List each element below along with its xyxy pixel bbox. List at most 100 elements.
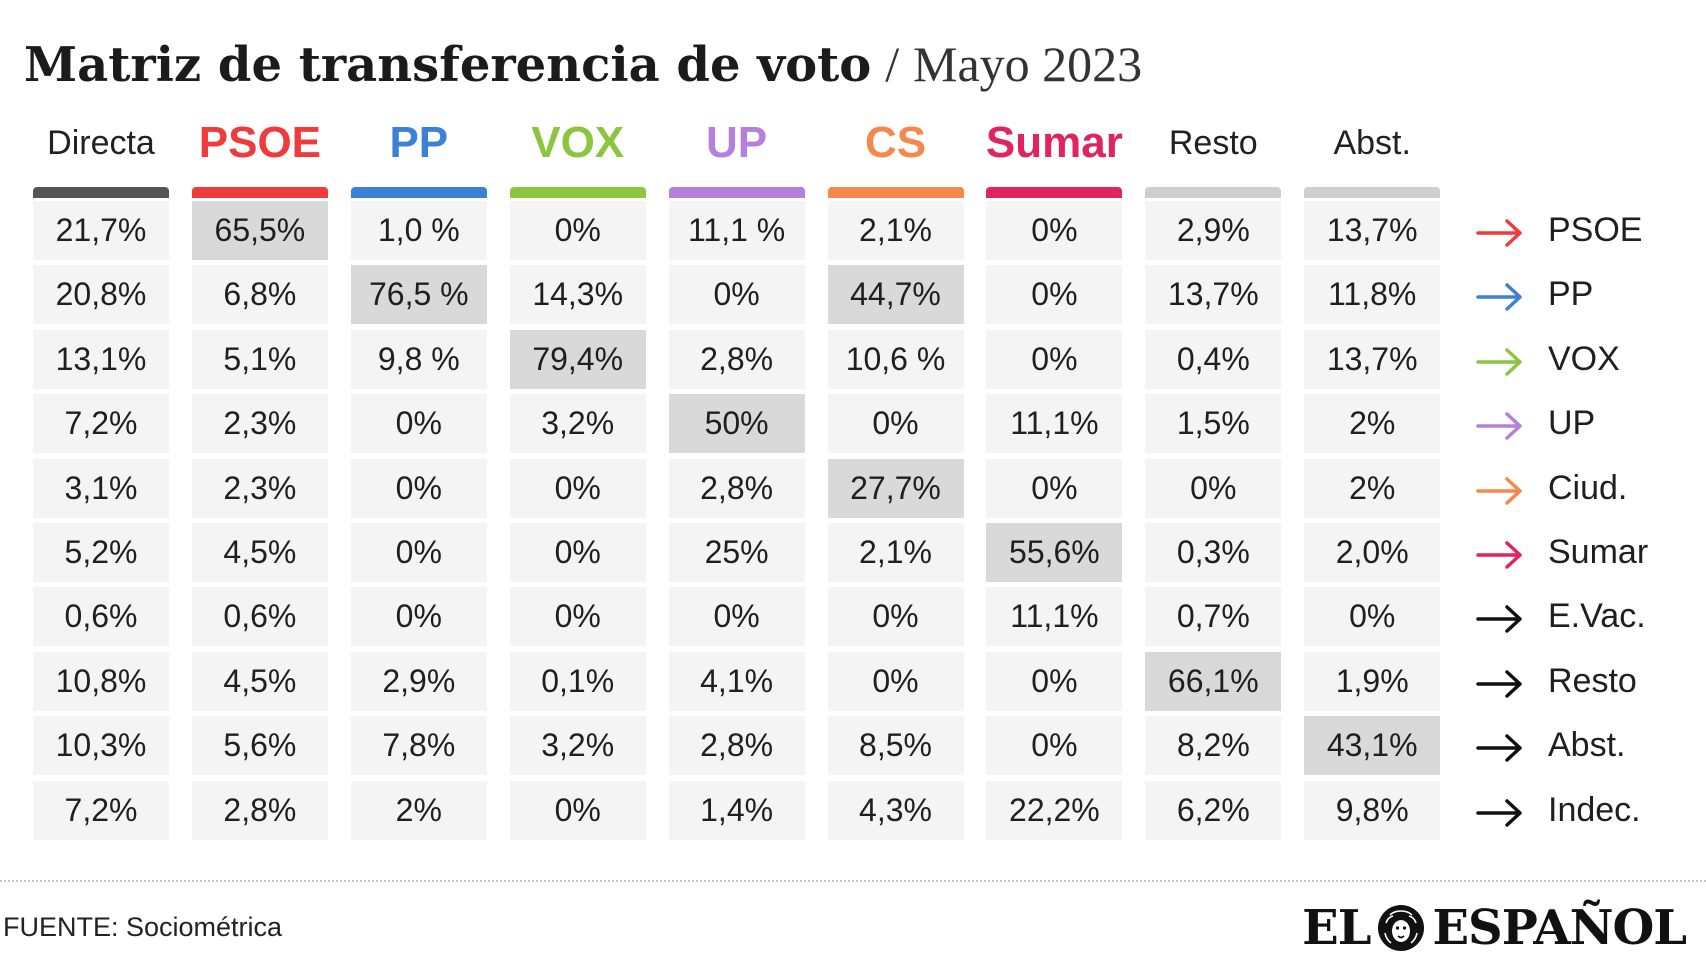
row-label: PP: [1548, 275, 1594, 314]
matrix-cell: 7,2%: [33, 780, 169, 840]
matrix-cell: 9,8 %: [350, 329, 487, 389]
matrix-cell: 21,7%: [33, 201, 169, 260]
matrix-cell: 2,8%: [191, 780, 328, 840]
row-label: PSOE: [1548, 211, 1643, 249]
brand-logo: EL ESPAÑOL: [1302, 900, 1687, 956]
matrix-cell: 8,2%: [1145, 716, 1282, 776]
column-header-directa: Directa: [47, 124, 155, 162]
matrix-cell: 0%: [827, 651, 964, 711]
source-note: FUENTE: Sociométrica: [3, 912, 283, 942]
matrix-cell: 11,1%: [986, 587, 1123, 647]
matrix-cell: 4,1%: [668, 651, 805, 711]
column-color-bar: [827, 187, 964, 198]
matrix-cell: 0%: [827, 394, 964, 454]
matrix-cell: 10,8%: [33, 651, 169, 711]
matrix-cell: 0,4%: [1145, 329, 1282, 389]
matrix-cell: 0%: [986, 716, 1123, 776]
column-header-abst: Abst.: [1333, 124, 1411, 162]
brand-word-el: EL: [1302, 900, 1371, 956]
matrix-cell: 66,1%: [1145, 651, 1282, 711]
matrix-cell: 0,1%: [509, 651, 646, 711]
column-header-pp: PP: [389, 118, 449, 167]
matrix-cell: 43,1%: [1304, 716, 1441, 776]
matrix-cell: 0%: [350, 458, 487, 518]
matrix-cell: 0%: [986, 201, 1123, 260]
matrix-cell: 2%: [350, 780, 487, 840]
matrix-cell: 2,3%: [191, 394, 328, 454]
matrix-cell: 0%: [350, 394, 487, 454]
matrix-cell: 5,6%: [191, 716, 328, 776]
matrix-cell: 6,8%: [191, 265, 328, 325]
matrix-cell: 7,8%: [350, 716, 487, 776]
matrix-cell: 0%: [509, 780, 646, 840]
row-label: Abst.: [1548, 726, 1626, 765]
matrix-cell: 0,7%: [1145, 587, 1282, 647]
matrix-cell: 13,7%: [1145, 265, 1282, 325]
matrix-cell: 6,2%: [1145, 780, 1282, 840]
matrix-cell: 11,8%: [1304, 265, 1441, 325]
matrix-cell: 0%: [1145, 458, 1282, 518]
matrix-cell: 2,0%: [1304, 523, 1441, 582]
row-arrow-icon: [1476, 412, 1522, 440]
row-label: E.Vac.: [1548, 597, 1646, 636]
matrix-cell: 20,8%: [33, 265, 169, 325]
chart-title: Matriz de transferencia de voto / Mayo 2…: [24, 34, 1142, 95]
matrix-cell: 8,5%: [827, 716, 964, 776]
matrix-cell: 50%: [668, 394, 805, 454]
matrix-cell: 0%: [668, 265, 805, 325]
column-color-bar: [350, 187, 487, 198]
matrix-cell: 25%: [668, 523, 805, 582]
matrix-cell: 2,8%: [668, 458, 805, 518]
matrix-cell: 7,2%: [33, 394, 169, 454]
matrix-cell: 10,3%: [33, 716, 169, 776]
matrix-cell: 65,5%: [191, 201, 328, 260]
row-arrow-icon: [1476, 283, 1522, 312]
matrix-cell: 0%: [986, 458, 1123, 518]
matrix-cell: 2%: [1304, 458, 1441, 518]
footer-divider: [0, 880, 1706, 882]
matrix-cell: 1,4%: [668, 780, 805, 840]
matrix-cell: 3,2%: [509, 716, 646, 776]
matrix-cell: 3,2%: [509, 394, 646, 454]
row-arrow-icon: [1476, 348, 1522, 376]
column-color-bar: [1145, 187, 1282, 198]
matrix-cell: 0%: [509, 201, 646, 260]
column-header-up: UP: [706, 118, 768, 167]
row-arrow-icon: [1476, 219, 1522, 247]
matrix-cell: 55,6%: [986, 523, 1123, 582]
matrix-cell: 2%: [1304, 394, 1441, 454]
row-arrow-icon: [1476, 605, 1522, 634]
matrix-cell: 0,6%: [33, 587, 169, 647]
column-color-bar: [191, 187, 328, 198]
matrix-cell: 10,6 %: [827, 329, 964, 389]
matrix-cell: 2,8%: [668, 716, 805, 776]
column-color-bar: [668, 187, 805, 198]
matrix-cell: 1,0 %: [350, 201, 487, 260]
row-label: VOX: [1548, 339, 1620, 378]
column-header-vox: VOX: [531, 118, 625, 167]
matrix-cell: 0%: [668, 587, 805, 647]
matrix-cell: 79,4%: [509, 329, 646, 389]
column-header-sumar: Sumar: [985, 118, 1123, 167]
matrix-cell: 0%: [509, 523, 646, 582]
row-arrow-icon: [1476, 541, 1522, 569]
row-label: Resto: [1548, 661, 1637, 700]
lion-head-icon: [1378, 905, 1425, 951]
matrix-cell: 1,5%: [1145, 394, 1282, 454]
matrix-cell: 3,1%: [33, 458, 169, 518]
row-arrow-icon: [1476, 734, 1522, 762]
row-label: Indec.: [1548, 790, 1641, 829]
title-main: Matriz de transferencia de voto: [24, 37, 872, 93]
matrix-cell: 2,1%: [827, 201, 964, 260]
matrix-cell: 13,1%: [33, 329, 169, 389]
column-header-psoe: PSOE: [198, 118, 322, 167]
matrix-cell: 22,2%: [986, 780, 1123, 840]
brand-word-espanol: ESPAÑOL: [1432, 900, 1687, 956]
matrix-cell: 2,8%: [668, 329, 805, 389]
matrix-cell: 0%: [986, 265, 1123, 325]
matrix-cell: 0%: [986, 651, 1123, 711]
matrix-cell: 0%: [350, 523, 487, 582]
matrix-cell: 5,1%: [191, 329, 328, 389]
matrix-cell: 2,9%: [350, 651, 487, 711]
matrix-cell: 14,3%: [509, 265, 646, 325]
